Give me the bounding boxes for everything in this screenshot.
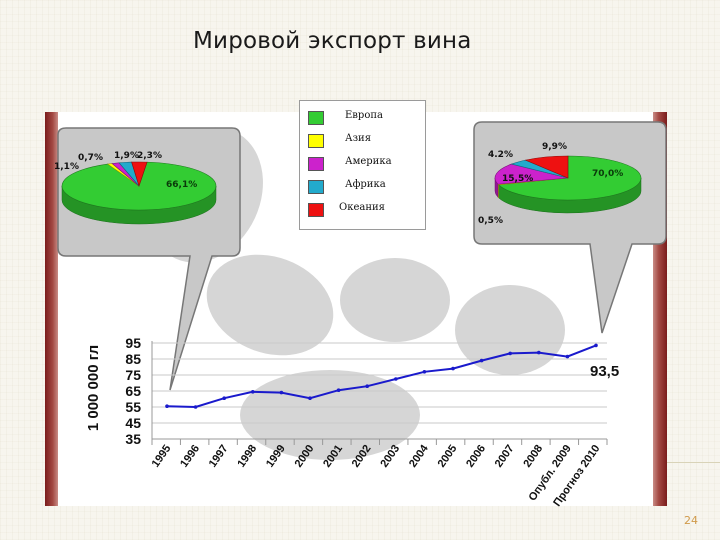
data-point <box>394 377 398 381</box>
pie-slice-label: 70,0% <box>592 169 623 179</box>
legend-label-oceania: Океания <box>339 202 385 213</box>
legend-label-america: Америка <box>345 156 392 167</box>
data-point <box>336 388 341 393</box>
x-tick-label: 2004 <box>407 442 431 470</box>
data-point <box>565 354 570 359</box>
y-tick-label: 95 <box>125 335 141 351</box>
data-point <box>508 351 512 356</box>
pie-slice-label: 9,9% <box>542 142 567 152</box>
pie-slice-label: 0,5% <box>478 216 503 226</box>
pie-slice-label: 15,5% <box>502 174 533 184</box>
pie-slice-label: 0,7% <box>78 153 103 163</box>
pie-slice-label: 1,1% <box>54 162 79 172</box>
pie-slice-label: 1,9% <box>114 151 139 161</box>
x-tick-label: 1997 <box>207 443 231 470</box>
pie-chart-right: 70,0% 0,5% 15,5% 4.2% 9,9% <box>478 142 642 226</box>
data-point <box>222 396 226 401</box>
data-point <box>308 396 312 401</box>
legend-swatch-europe <box>308 111 324 125</box>
slide-title: Мировой экспорт вина <box>193 28 472 54</box>
data-point <box>365 384 370 389</box>
left-decor-bar <box>45 112 58 506</box>
last-value-annotation: 93,5 <box>590 363 619 380</box>
pie-slice-label: 2,3% <box>137 151 162 161</box>
x-tick-label: 1998 <box>235 443 259 470</box>
page-number: 24 <box>684 514 698 527</box>
x-tick-label: 2008 <box>521 443 545 470</box>
data-point <box>451 366 455 371</box>
legend-swatch-asia <box>308 134 324 148</box>
y-tick-label: 85 <box>125 351 141 367</box>
legend: Европа Азия Америка Африка Океания <box>299 100 426 230</box>
x-tick-label: 2005 <box>436 443 460 470</box>
data-point <box>193 405 198 409</box>
y-tick-label: 35 <box>125 431 141 447</box>
legend-swatch-africa <box>308 180 324 194</box>
legend-swatch-america <box>308 157 324 171</box>
data-point <box>251 390 255 394</box>
pie-slice <box>497 155 642 201</box>
footer-rule <box>667 462 720 463</box>
data-point <box>279 390 284 395</box>
y-tick-label: 65 <box>125 383 141 399</box>
pie-slice-label: 66,1% <box>166 180 197 190</box>
pie-slice-label: 4.2% <box>488 150 513 160</box>
y-tick-label: 45 <box>125 415 141 431</box>
legend-swatch-oceania <box>308 203 324 217</box>
data-point <box>479 358 484 363</box>
pie-slice <box>494 163 569 185</box>
x-tick-label: 2006 <box>464 443 488 470</box>
legend-label-asia: Азия <box>345 133 372 144</box>
data-point <box>537 350 541 355</box>
x-tick-label: 1995 <box>150 443 174 470</box>
y-axis-label: 1 000 000 гл <box>85 345 102 431</box>
data-point <box>594 343 598 348</box>
x-tick-label: 2007 <box>493 443 517 470</box>
legend-label-europe: Европа <box>345 110 383 121</box>
y-tick-label: 75 <box>125 367 141 383</box>
y-tick-label: 55 <box>125 399 141 415</box>
legend-label-africa: Африка <box>345 179 386 190</box>
data-point <box>422 370 427 374</box>
data-point <box>165 404 169 409</box>
x-tick-label: 1996 <box>178 443 202 470</box>
pie-slice <box>131 161 148 187</box>
pie-chart-left: 66,1% 0,7%1,1% 1,9%2,3% <box>54 151 217 225</box>
pie-slice <box>524 155 569 179</box>
series-line <box>166 344 597 409</box>
